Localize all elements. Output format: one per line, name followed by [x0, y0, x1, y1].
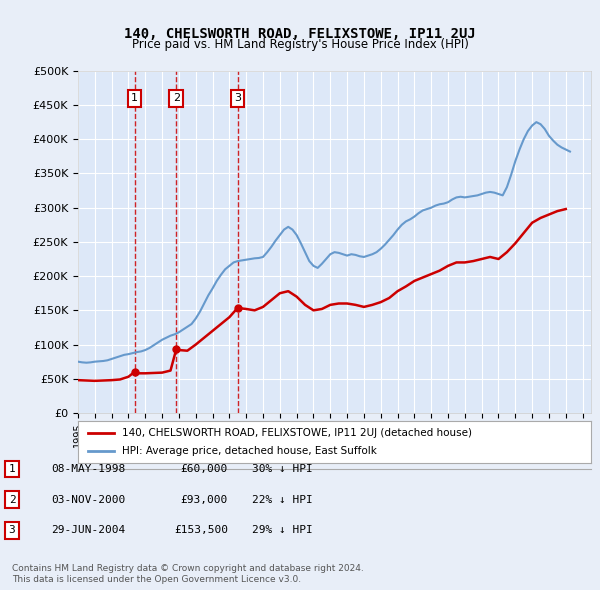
Text: 2: 2: [8, 495, 16, 504]
Text: 22% ↓ HPI: 22% ↓ HPI: [252, 495, 313, 504]
Text: £60,000: £60,000: [181, 464, 228, 474]
Text: £93,000: £93,000: [181, 495, 228, 504]
Text: 08-MAY-1998: 08-MAY-1998: [51, 464, 125, 474]
Text: 29-JUN-2004: 29-JUN-2004: [51, 526, 125, 535]
Text: 1: 1: [131, 93, 138, 103]
Text: 29% ↓ HPI: 29% ↓ HPI: [252, 526, 313, 535]
Text: 2: 2: [173, 93, 180, 103]
Text: 1: 1: [8, 464, 16, 474]
Text: HPI: Average price, detached house, East Suffolk: HPI: Average price, detached house, East…: [122, 446, 376, 456]
Text: This data is licensed under the Open Government Licence v3.0.: This data is licensed under the Open Gov…: [12, 575, 301, 584]
Text: 30% ↓ HPI: 30% ↓ HPI: [252, 464, 313, 474]
Text: 140, CHELSWORTH ROAD, FELIXSTOWE, IP11 2UJ (detached house): 140, CHELSWORTH ROAD, FELIXSTOWE, IP11 2…: [122, 428, 472, 438]
Text: 140, CHELSWORTH ROAD, FELIXSTOWE, IP11 2UJ: 140, CHELSWORTH ROAD, FELIXSTOWE, IP11 2…: [124, 27, 476, 41]
Text: £153,500: £153,500: [174, 526, 228, 535]
Text: 3: 3: [234, 93, 241, 103]
Text: 03-NOV-2000: 03-NOV-2000: [51, 495, 125, 504]
Text: 3: 3: [8, 526, 16, 535]
Text: Price paid vs. HM Land Registry's House Price Index (HPI): Price paid vs. HM Land Registry's House …: [131, 38, 469, 51]
Text: Contains HM Land Registry data © Crown copyright and database right 2024.: Contains HM Land Registry data © Crown c…: [12, 565, 364, 573]
